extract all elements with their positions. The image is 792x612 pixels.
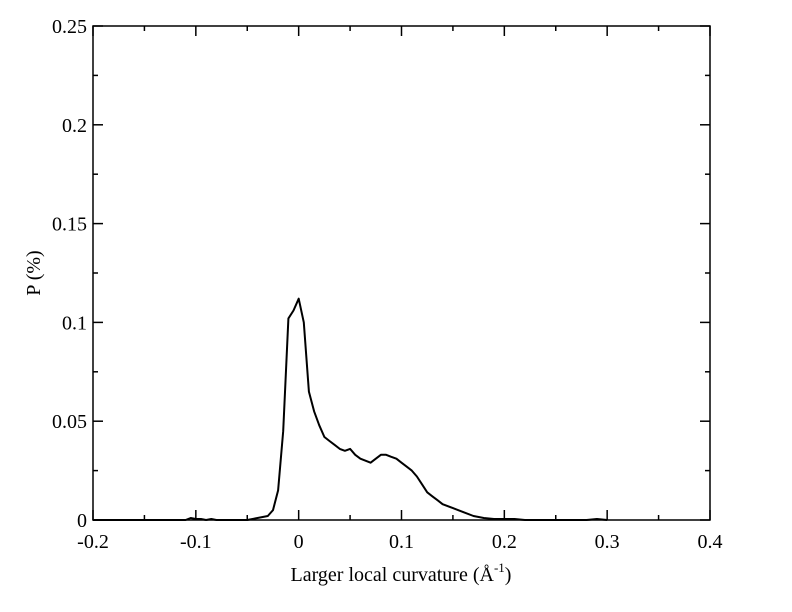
axis-ticks bbox=[92, 25, 711, 521]
y-tick-label: 0.2 bbox=[62, 115, 87, 137]
x-tick-label: 0.2 bbox=[492, 531, 517, 553]
y-tick-label: 0.05 bbox=[52, 411, 87, 433]
y-tick-label: 0.1 bbox=[62, 312, 87, 334]
x-tick-label: 0.1 bbox=[389, 531, 414, 553]
plot-frame bbox=[92, 25, 711, 521]
x-tick-label: -0.2 bbox=[77, 531, 109, 553]
x-tick-label: 0.3 bbox=[595, 531, 620, 553]
y-axis-label: P (%) bbox=[23, 250, 45, 295]
x-axis-label-superscript: -1 bbox=[494, 560, 505, 575]
x-tick-label: 0.4 bbox=[698, 531, 723, 553]
x-tick-label: 0 bbox=[294, 531, 304, 553]
x-axis-label-main: Larger local curvature (Å bbox=[291, 564, 495, 586]
y-tick-label: 0.25 bbox=[52, 16, 87, 38]
x-tick-label: -0.1 bbox=[180, 531, 212, 553]
tick-labels: -0.2 -0.1 0 0.1 0.2 0.3 0.4 0 0.05 0.1 0.15 0.2 0.25 bbox=[52, 16, 723, 553]
y-tick-label: 0 bbox=[77, 510, 87, 532]
x-axis-label: Larger local curvature (Å-1) bbox=[291, 560, 512, 586]
series-line bbox=[93, 297, 608, 521]
y-tick-label: 0.15 bbox=[52, 214, 87, 236]
x-axis-label-suffix: ) bbox=[505, 564, 512, 586]
